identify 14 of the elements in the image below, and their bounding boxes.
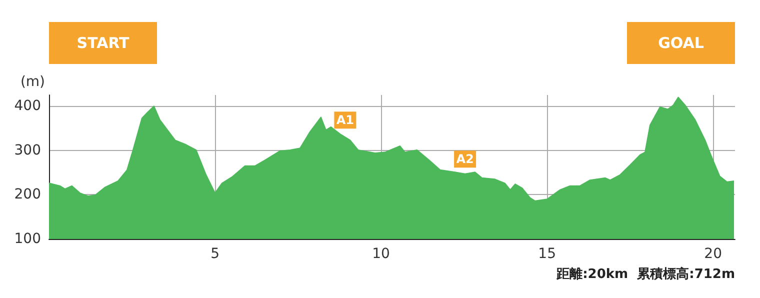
text: 距離:20km 累積標高:712m	[556, 266, 736, 282]
text: START	[76, 34, 130, 52]
x-tick-label: 10	[372, 246, 390, 262]
y-axis-title: (m)	[20, 74, 45, 90]
x-tick-label: 20	[704, 246, 722, 262]
annotation: A1	[336, 113, 354, 128]
x-tick-label: 15	[538, 246, 556, 262]
y-tick-label: 400	[14, 98, 41, 114]
text: GOAL	[658, 34, 704, 52]
annotation: A2	[456, 152, 474, 166]
y-tick-label: 200	[14, 186, 41, 203]
y-tick-label: 300	[14, 142, 41, 158]
y-tick-label: 100	[14, 231, 41, 247]
x-tick-label: 5	[210, 246, 220, 262]
